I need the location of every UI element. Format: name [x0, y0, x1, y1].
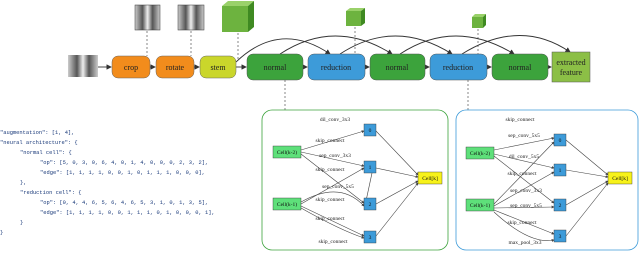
- op-node: 0: [369, 128, 372, 134]
- input-node: Cell(k-2): [277, 149, 297, 156]
- step-label: normal: [264, 63, 287, 72]
- code-line: "augmentation": [1, 4],: [0, 130, 74, 136]
- step-box: [429, 53, 488, 81]
- output-node: Cell[k]: [422, 176, 438, 182]
- op-node: 2: [559, 203, 562, 209]
- step-box: [155, 55, 195, 79]
- code-line: },: [20, 180, 26, 186]
- op-label: sep_conv_5x5: [322, 184, 354, 190]
- op-label: skip_connect: [315, 167, 344, 173]
- code-line: "edge": [1, 1, 1, 1, 0, 0, 1, 0, 1, 1, 1…: [40, 170, 205, 176]
- input-node: Cell(k-2): [470, 150, 490, 157]
- op-label: sep_conv_3x3: [510, 188, 542, 194]
- input-node: Cell(k-1): [470, 202, 490, 209]
- step-label: rotate: [166, 63, 185, 72]
- output-node: Cell[k]: [612, 176, 628, 182]
- step-label: stem: [210, 63, 226, 72]
- code-line: "op": [5, 0, 3, 0, 6, 4, 0, 1, 4, 0, 0, …: [40, 160, 208, 166]
- pipeline: crop rotate stem normal reduction normal…: [111, 51, 591, 83]
- op-label: skip_connect: [315, 216, 344, 222]
- xray-image: [68, 55, 98, 77]
- op-node: 1: [369, 165, 372, 171]
- op-label: max_pool_3x3: [509, 240, 542, 246]
- op-label: sep_conv_5x5: [508, 133, 540, 139]
- cube-medium: [346, 8, 365, 26]
- op-label: sep_conv_3x3: [319, 153, 351, 159]
- step-label: extracted: [556, 58, 585, 67]
- op-label: skip_connect: [315, 197, 344, 203]
- op-node: 1: [559, 168, 562, 174]
- code-line: }: [0, 230, 3, 236]
- step-label: reduction: [443, 63, 473, 72]
- op-label: skip_connect: [505, 117, 534, 123]
- code-line: "normal cell": {: [20, 150, 72, 156]
- step-label: normal: [386, 63, 409, 72]
- op-node: 2: [369, 202, 372, 208]
- pipeline-arrows: [98, 35, 571, 70]
- normal-cell: Cell(k-2) Cell(k-1) 0 1 2 3 Cell[k] dil_…: [261, 109, 449, 251]
- step-box: [307, 53, 366, 81]
- op-label: dil_conv_5x5: [509, 154, 539, 160]
- op-label: skip_connect: [318, 239, 347, 245]
- code-line: }: [20, 220, 23, 226]
- op-label: dil_conv_3x3: [320, 117, 350, 123]
- reduction-cell: Cell(k-2) Cell(k-1) 0 1 2 3 Cell[k] skip…: [455, 109, 639, 251]
- code-line: "neural architecture": {: [0, 140, 78, 146]
- cube-large: [222, 1, 254, 32]
- op-label: skip_connect: [507, 220, 536, 226]
- op-node: 0: [559, 138, 562, 144]
- code-line: "reduction cell": {: [20, 190, 81, 196]
- step-box: [246, 53, 304, 81]
- code-block: "augmentation": [1, 4], "neural architec…: [0, 130, 215, 236]
- code-line: "op": [0, 4, 4, 6, 5, 6, 4, 6, 5, 3, 1, …: [40, 200, 208, 206]
- dashed-links: [146, 27, 479, 110]
- step-label: feature: [560, 68, 583, 77]
- step-box: [199, 55, 237, 79]
- op-label: skip_connect: [507, 171, 536, 177]
- rotate-image: [177, 4, 205, 31]
- crop-image: [134, 4, 161, 31]
- step-box: [551, 51, 591, 83]
- cube-small: [472, 14, 486, 28]
- step-box: [111, 55, 151, 79]
- step-label: normal: [509, 63, 532, 72]
- step-label: crop: [124, 63, 138, 72]
- step-box: [369, 53, 426, 81]
- op-label: sep_conv_5x5: [510, 203, 542, 209]
- op-node: 3: [369, 235, 372, 241]
- op-label: skip_connect: [315, 138, 344, 144]
- step-label: reduction: [321, 63, 351, 72]
- op-node: 3: [559, 234, 562, 240]
- code-line: "edge": [1, 1, 1, 1, 0, 0, 1, 1, 1, 0, 1…: [40, 210, 215, 216]
- input-node: Cell(k-1): [277, 201, 297, 208]
- step-box: [491, 53, 549, 81]
